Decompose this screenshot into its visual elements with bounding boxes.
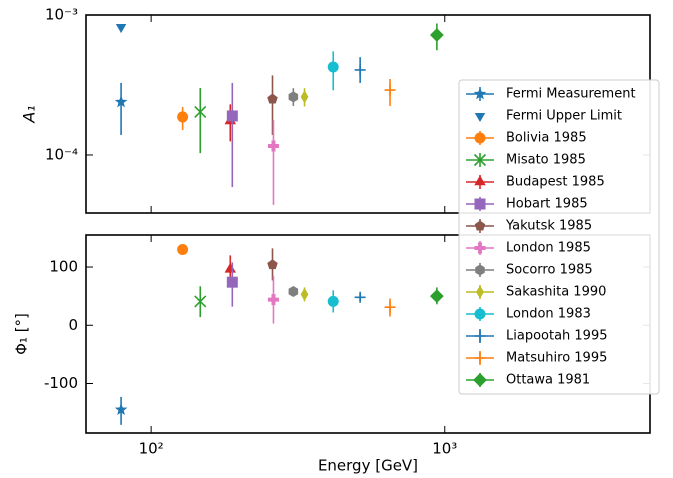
marker bbox=[267, 93, 278, 104]
marker bbox=[476, 285, 484, 299]
legend-frame bbox=[458, 79, 660, 395]
x-tick-label: 10² bbox=[139, 440, 164, 458]
legend-item: Liapootah 1995 bbox=[466, 329, 608, 344]
legend-item: London 1983 bbox=[466, 307, 591, 322]
marker bbox=[473, 153, 487, 167]
marker bbox=[474, 175, 486, 186]
legend-label: London 1985 bbox=[506, 241, 591, 256]
x-axis-label: Energy [GeV] bbox=[318, 457, 418, 475]
marker bbox=[384, 301, 396, 313]
legend-item: Bolivia 1985 bbox=[466, 131, 587, 146]
legend: Fermi Measurement Fermi Upper Limit Bolivi… bbox=[458, 79, 660, 395]
series bbox=[224, 104, 236, 286]
y-axis-label: Φ₁ [°] bbox=[13, 313, 31, 355]
legend-item: Socorro 1985 bbox=[466, 263, 593, 278]
legend-item: London 1985 bbox=[466, 241, 591, 256]
legend-label: Liapootah 1995 bbox=[506, 329, 608, 344]
marker bbox=[473, 87, 487, 100]
series bbox=[114, 82, 128, 425]
marker bbox=[327, 61, 339, 73]
marker bbox=[114, 95, 128, 108]
legend-label: Budapest 1985 bbox=[506, 175, 605, 190]
legend-item: Matsuhiro 1995 bbox=[466, 351, 607, 366]
legend-label: Hobart 1985 bbox=[506, 197, 588, 212]
legend-label: Yakutsk 1985 bbox=[505, 219, 592, 234]
marker bbox=[224, 262, 236, 273]
marker bbox=[474, 220, 486, 231]
marker bbox=[474, 242, 486, 254]
legend-label: London 1983 bbox=[506, 307, 591, 322]
legend-label: Fermi Measurement bbox=[506, 87, 636, 102]
marker bbox=[226, 276, 238, 288]
y-axis-label: A₁ bbox=[20, 105, 39, 123]
series bbox=[115, 24, 127, 34]
series bbox=[226, 82, 238, 307]
series bbox=[267, 75, 278, 281]
marker bbox=[267, 294, 279, 306]
marker bbox=[114, 403, 128, 416]
legend-label: Bolivia 1985 bbox=[506, 131, 587, 146]
series bbox=[177, 107, 189, 256]
marker bbox=[475, 264, 485, 276]
legend-label: Misato 1985 bbox=[506, 153, 586, 168]
series bbox=[267, 119, 279, 324]
marker bbox=[327, 295, 339, 307]
marker bbox=[474, 112, 486, 123]
marker bbox=[300, 287, 309, 301]
series bbox=[300, 88, 309, 302]
legend-item: Budapest 1985 bbox=[466, 175, 605, 190]
legend-label: Matsuhiro 1995 bbox=[506, 351, 607, 366]
marker bbox=[194, 295, 207, 308]
marker bbox=[474, 198, 486, 210]
marker bbox=[430, 289, 444, 304]
marker bbox=[473, 373, 487, 387]
y-tick-label: 0 bbox=[68, 316, 78, 334]
legend-item: Hobart 1985 bbox=[466, 197, 588, 212]
x-tick-label: 10³ bbox=[432, 440, 457, 458]
legend-item: Misato 1985 bbox=[466, 153, 586, 168]
legend-item: Sakashita 1990 bbox=[466, 285, 606, 300]
series bbox=[194, 87, 207, 318]
marker bbox=[267, 140, 279, 152]
legend-label: Fermi Upper Limit bbox=[506, 109, 622, 124]
series bbox=[430, 23, 444, 305]
legend-item: Ottawa 1981 bbox=[466, 373, 590, 388]
legend-label: Socorro 1985 bbox=[506, 263, 593, 278]
series bbox=[288, 88, 299, 297]
marker bbox=[194, 105, 207, 118]
marker bbox=[474, 132, 486, 144]
marker bbox=[430, 28, 444, 42]
series bbox=[327, 51, 339, 313]
marker bbox=[354, 64, 366, 76]
marker bbox=[226, 110, 238, 122]
marker bbox=[288, 285, 299, 297]
y-tick-label: 10⁻⁴ bbox=[45, 145, 78, 163]
series bbox=[354, 57, 366, 303]
marker bbox=[354, 291, 366, 303]
legend-label: Sakashita 1990 bbox=[506, 285, 606, 300]
marker bbox=[115, 24, 127, 34]
y-tick-label: -100 bbox=[44, 374, 78, 392]
y-tick-label: 100 bbox=[49, 258, 78, 276]
legend-item: Fermi Measurement bbox=[466, 87, 636, 102]
y-tick-label: 10⁻³ bbox=[45, 6, 78, 24]
marker bbox=[300, 90, 309, 104]
legend-label: Ottawa 1981 bbox=[506, 373, 590, 388]
marker bbox=[474, 330, 486, 342]
marker bbox=[177, 111, 189, 123]
legend-item: Yakutsk 1985 bbox=[466, 219, 592, 234]
marker bbox=[177, 244, 189, 256]
marker bbox=[474, 308, 486, 320]
series bbox=[384, 78, 396, 317]
marker bbox=[288, 91, 299, 103]
legend-item: Fermi Upper Limit bbox=[474, 109, 622, 124]
marker bbox=[384, 84, 396, 96]
marker bbox=[474, 352, 486, 364]
marker bbox=[267, 259, 278, 270]
